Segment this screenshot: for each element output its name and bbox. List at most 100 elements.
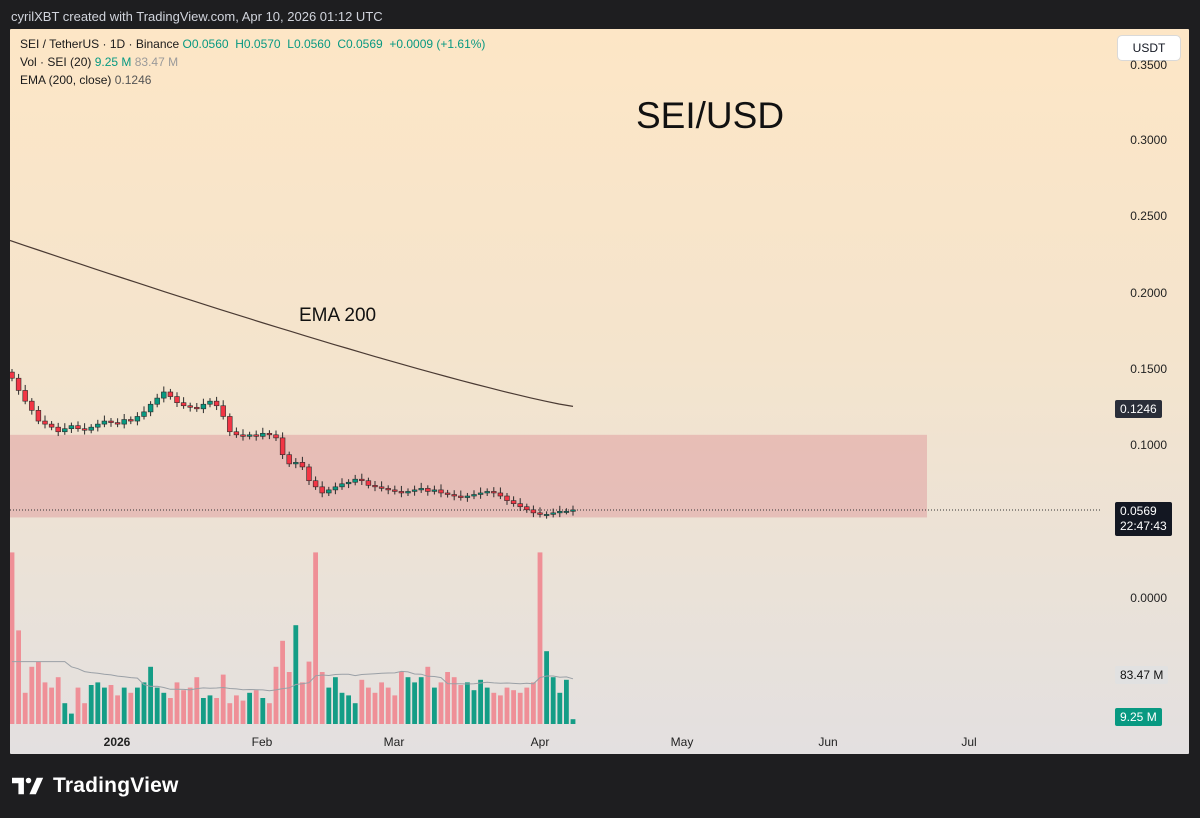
tradingview-logo[interactable]: TradingView [12,774,179,798]
last-price-tag: 0.0569 22:47:43 [1115,502,1172,536]
candle-body [114,422,121,425]
candle-body [147,403,154,413]
volume-ma-line [12,661,574,692]
candle-body [154,397,160,405]
candle-body [266,432,273,436]
volume-bar [498,695,503,724]
candle-body [293,462,299,465]
x-tick-label: Apr [530,735,550,749]
volume-bar [49,687,54,724]
candle-body [134,416,141,422]
volume-bar [240,700,246,724]
chart-title: SEI/USD [636,95,785,136]
legend-ema-label: EMA (200, close) [20,73,112,87]
candle-body [438,489,444,494]
candle-body [253,434,259,437]
volume-bar [557,692,563,724]
volume-bar [121,687,127,724]
bar-countdown: 22:47:43 [1120,519,1167,533]
tradingview-logo-text: TradingView [53,774,179,797]
volume-bar [95,682,101,724]
x-tick-label: May [670,735,694,749]
chart-frame[interactable]: SEI / TetherUS · 1D · Binance O0.0560 H0… [10,29,1189,754]
candle-body [326,489,332,494]
y-tick-label: 0.0000 [1130,591,1167,605]
volume-bar [484,687,490,724]
volume-bar [187,687,193,724]
volume-bar [174,682,180,724]
tradingview-logo-icon [12,777,44,795]
last-price-value: 0.0569 [1120,504,1157,518]
volume-bar [313,552,318,724]
y-tick-label: 0.3500 [1130,58,1167,72]
volume-bar [234,695,239,724]
candle-body [477,492,484,495]
volume-bar [544,651,549,724]
candle-body [543,514,550,516]
candle-body [405,491,411,494]
legend-ohlc: O0.0560 H0.0570 L0.0560 C0.0569 +0.0009 … [182,37,486,51]
candle-body [128,419,134,422]
price-chart[interactable] [10,29,1189,754]
candle-body [306,466,312,482]
volume-bar [372,692,378,724]
support-zone [10,434,927,518]
candle-body [29,400,35,411]
volume-bar [36,661,41,724]
currency-button[interactable]: USDT [1117,35,1181,61]
candle-body [101,420,108,425]
volume-bar [517,692,523,724]
candle-body [227,416,233,433]
volume-bar [379,682,384,724]
volume-bar [504,687,510,724]
candle-body [418,488,424,491]
candle-body [464,495,471,498]
ema-200-line [10,239,574,407]
legend-ema: EMA (200, close) 0.1246 [20,73,151,87]
candle-body [273,434,279,439]
volume-bar [405,677,411,724]
volume-bar [42,682,48,724]
volume-bar [438,682,444,724]
candle-body [55,426,61,433]
candle-body [62,428,68,433]
candle-body [246,434,253,437]
candle-body [233,431,240,436]
volume-bar [227,703,233,724]
candle-body [557,511,563,514]
volume-bar [10,552,15,724]
volume-bar [253,690,259,724]
volume-bar [445,672,450,724]
volume-bar [128,692,134,724]
candle-body [385,488,391,491]
volume-bar [339,692,345,724]
candle-body [260,432,266,437]
volume-bar [201,698,206,724]
candle-body [319,486,325,494]
volume-bar [300,682,305,724]
candle-body [497,492,504,497]
candle-body [471,494,477,497]
volume-bar [471,690,477,724]
candle-body [88,426,94,431]
volume-bar [564,679,569,724]
ema-annotation: EMA 200 [299,305,377,326]
candle-body [194,406,200,410]
candle-body [352,478,358,483]
volume-bar [267,703,272,724]
legend-volume: Vol · SEI (20) 9.25 M 83.47 M [20,55,178,69]
x-tick-label: Jun [818,735,838,749]
volume-bar [326,687,332,724]
candle-body [550,512,556,515]
candle-body [220,405,226,417]
volume-bar [88,685,94,724]
candle-body [510,500,517,504]
volume-bar [531,682,536,724]
y-tick-label: 0.2000 [1130,286,1167,300]
legend-volume-value: 9.25 M [94,55,132,69]
candle-body [81,428,88,431]
volume-bar [550,677,556,724]
volume-bar [168,698,173,724]
volume-bar [465,682,470,724]
candle-body [425,488,431,492]
